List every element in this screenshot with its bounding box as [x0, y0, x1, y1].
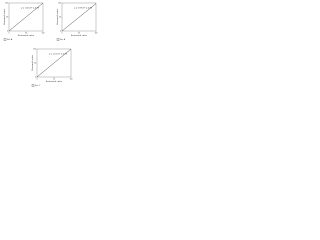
x-axis-label: Estimated value	[46, 80, 63, 83]
annotation: y = 1.00x R² = 0.99	[21, 7, 40, 10]
legend-label: Set C	[35, 84, 41, 87]
x-tick-label: 100	[95, 33, 98, 35]
y-tick-label: 50	[6, 17, 8, 19]
x-tick-label: 50	[25, 33, 27, 35]
y-tick-label: 100	[58, 3, 61, 5]
data-line	[8, 2, 44, 32]
data-line	[36, 48, 72, 78]
x-tick-label: 50	[53, 79, 55, 81]
y-tick-label: 100	[5, 3, 8, 5]
x-tick-label: 100	[70, 79, 73, 81]
annotation: y = 0.99x R² = 0.98	[74, 7, 93, 10]
x-tick-label: 0	[37, 79, 38, 81]
y-tick-label: 0	[60, 31, 61, 33]
x-axis-label: Estimated value	[18, 34, 35, 37]
y-tick-label: 50	[59, 17, 61, 19]
y-axis-label: Measured value	[31, 54, 34, 71]
x-tick-label: 0	[9, 33, 10, 35]
x-tick-label: 50	[78, 33, 80, 35]
y-tick-label: 0	[35, 77, 36, 79]
annotation: y = 1.01x R² = 0.99	[49, 53, 68, 56]
legend-marker	[3, 38, 7, 41]
x-tick-label: 100	[42, 33, 45, 35]
legend-marker	[56, 38, 60, 41]
y-tick-label: 0	[7, 31, 8, 33]
y-tick-label: 50	[34, 63, 36, 65]
legend-label: Set B	[60, 38, 66, 41]
x-tick-label: 0	[62, 33, 63, 35]
data-line	[61, 3, 97, 32]
legend-label: Set A	[7, 38, 13, 41]
x-axis-label: Estimated value	[71, 34, 88, 37]
y-axis-label: Measured value	[3, 8, 6, 25]
figure: 0 50 100 0 50 100 y = 1.00x R² = 0.99 Estimated…	[3, 2, 98, 88]
y-axis-label: Measured value	[56, 8, 59, 25]
y-tick-label: 100	[33, 49, 36, 51]
legend-marker	[31, 84, 35, 87]
